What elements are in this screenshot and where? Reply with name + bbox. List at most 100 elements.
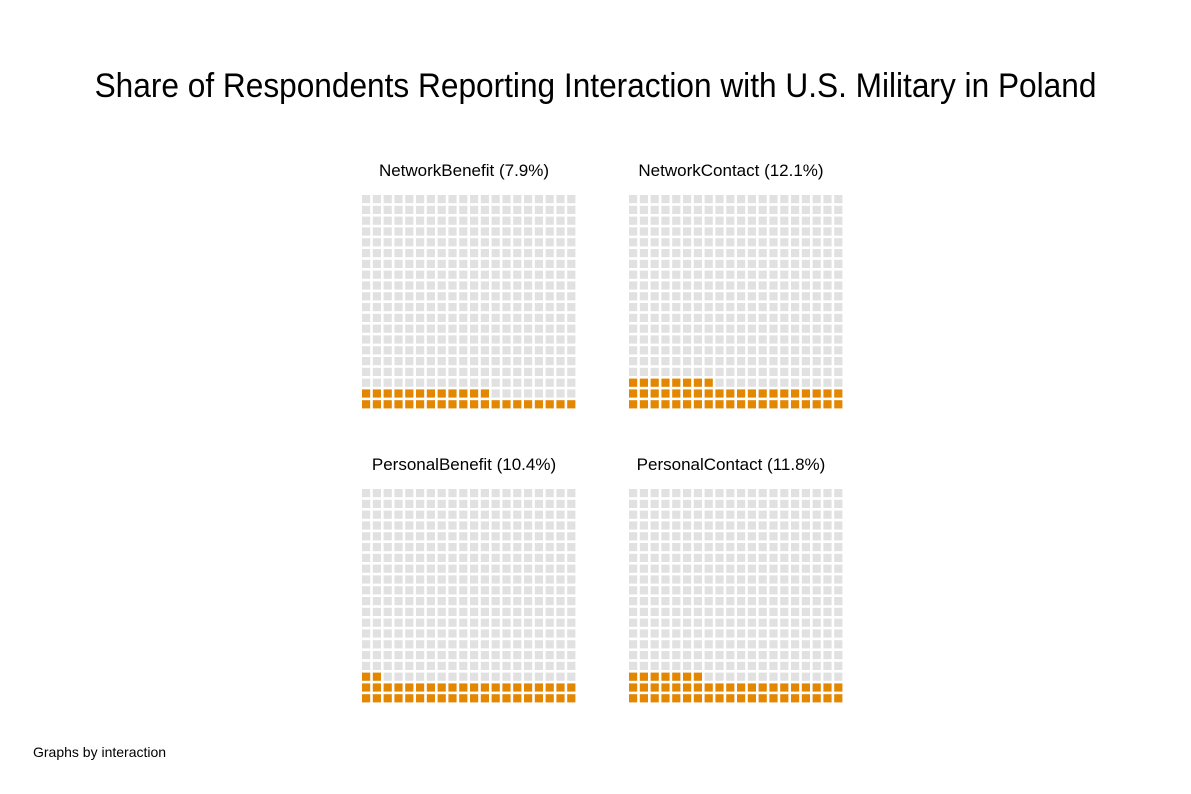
waffle-cell-empty	[629, 586, 638, 595]
waffle-cell-empty	[812, 324, 821, 333]
waffle-cell-empty	[823, 607, 832, 616]
waffle-cell-empty	[661, 281, 670, 290]
waffle-cell-empty	[801, 259, 810, 268]
waffle-cell-empty	[437, 564, 446, 573]
waffle-cell-empty	[416, 335, 425, 344]
waffle-cell-empty	[683, 543, 692, 552]
waffle-cell-empty	[502, 389, 511, 398]
waffle-cell-empty	[726, 499, 735, 508]
waffle-cell-empty	[394, 640, 403, 649]
waffle-cell-empty	[534, 389, 543, 398]
waffle-cell-filled	[437, 683, 446, 692]
waffle-cell-empty	[372, 205, 381, 214]
waffle-cell-empty	[556, 227, 565, 236]
waffle-cell-empty	[372, 238, 381, 247]
waffle-cell-empty	[459, 532, 468, 541]
waffle-cell-empty	[715, 324, 724, 333]
waffle-cell-empty	[639, 216, 648, 225]
waffle-cell-empty	[383, 521, 392, 530]
waffle-cell-empty	[513, 259, 522, 268]
waffle-cell-empty	[372, 586, 381, 595]
waffle-cell-empty	[812, 357, 821, 366]
waffle-cell-empty	[502, 270, 511, 279]
waffle-cell-empty	[726, 640, 735, 649]
waffle-cell-empty	[650, 597, 659, 606]
waffle-cell-empty	[639, 618, 648, 627]
waffle-cell-empty	[362, 195, 371, 204]
waffle-cell-empty	[834, 629, 843, 638]
waffle-cell-empty	[394, 346, 403, 355]
waffle-cell-empty	[769, 543, 778, 552]
waffle-cell-empty	[383, 586, 392, 595]
waffle-cell-empty	[405, 259, 414, 268]
waffle-cell-empty	[823, 661, 832, 670]
waffle-cell-empty	[480, 281, 489, 290]
waffle-cell-empty	[747, 292, 756, 301]
waffle-cell-empty	[405, 607, 414, 616]
waffle-cell-empty	[426, 489, 435, 498]
waffle-cell-empty	[704, 249, 713, 258]
waffle-cell-empty	[448, 227, 457, 236]
waffle-cell-empty	[629, 521, 638, 530]
waffle-cell-filled	[524, 400, 533, 409]
waffle-cell-empty	[672, 335, 681, 344]
waffle-cell-empty	[801, 270, 810, 279]
waffle-cell-filled	[693, 694, 702, 703]
waffle-cell-empty	[823, 313, 832, 322]
waffle-cell-empty	[491, 205, 500, 214]
waffle-cell-empty	[459, 510, 468, 519]
waffle-cell-empty	[470, 216, 479, 225]
waffle-cell-empty	[459, 586, 468, 595]
waffle-cell-filled	[416, 400, 425, 409]
waffle-cell-empty	[513, 651, 522, 660]
waffle-cell-empty	[683, 651, 692, 660]
waffle-cell-filled	[769, 694, 778, 703]
waffle-cell-empty	[491, 259, 500, 268]
waffle-cell-empty	[704, 367, 713, 376]
waffle-cell-empty	[737, 195, 746, 204]
waffle-cell-filled	[661, 672, 670, 681]
waffle-cell-empty	[459, 335, 468, 344]
waffle-cell-empty	[470, 618, 479, 627]
waffle-cell-empty	[769, 292, 778, 301]
waffle-cell-empty	[545, 346, 554, 355]
waffle-cell-empty	[545, 661, 554, 670]
waffle-cell-empty	[639, 357, 648, 366]
waffle-cell-empty	[426, 564, 435, 573]
waffle-cell-filled	[661, 378, 670, 387]
waffle-cell-empty	[747, 532, 756, 541]
waffle-cell-empty	[791, 586, 800, 595]
waffle-cell-empty	[801, 661, 810, 670]
waffle-cell-empty	[416, 672, 425, 681]
waffle-cell-empty	[524, 521, 533, 530]
waffle-cell-empty	[693, 629, 702, 638]
waffle-cell-empty	[639, 346, 648, 355]
waffle-cell-empty	[416, 607, 425, 616]
waffle-cell-empty	[715, 651, 724, 660]
waffle-cell-empty	[812, 346, 821, 355]
waffle-cell-empty	[545, 216, 554, 225]
waffle-cell-empty	[383, 367, 392, 376]
waffle-cell-empty	[556, 510, 565, 519]
waffle-cell-empty	[426, 227, 435, 236]
waffle-cell-empty	[639, 238, 648, 247]
waffle-cell-empty	[661, 629, 670, 638]
waffle-cell-empty	[426, 357, 435, 366]
waffle-cell-empty	[524, 510, 533, 519]
waffle-cell-filled	[556, 683, 565, 692]
waffle-cell-empty	[545, 543, 554, 552]
waffle-cell-filled	[683, 672, 692, 681]
waffle-cell-filled	[726, 389, 735, 398]
waffle-cell-empty	[362, 238, 371, 247]
waffle-cell-empty	[556, 640, 565, 649]
waffle-cell-empty	[480, 575, 489, 584]
waffle-cell-empty	[758, 357, 767, 366]
waffle-cell-empty	[534, 195, 543, 204]
waffle-cell-empty	[791, 249, 800, 258]
waffle-cell-empty	[556, 216, 565, 225]
waffle-cell-empty	[801, 672, 810, 681]
waffle-cell-empty	[491, 367, 500, 376]
waffle-cell-empty	[780, 618, 789, 627]
waffle-cell-empty	[629, 597, 638, 606]
waffle-cell-empty	[693, 270, 702, 279]
